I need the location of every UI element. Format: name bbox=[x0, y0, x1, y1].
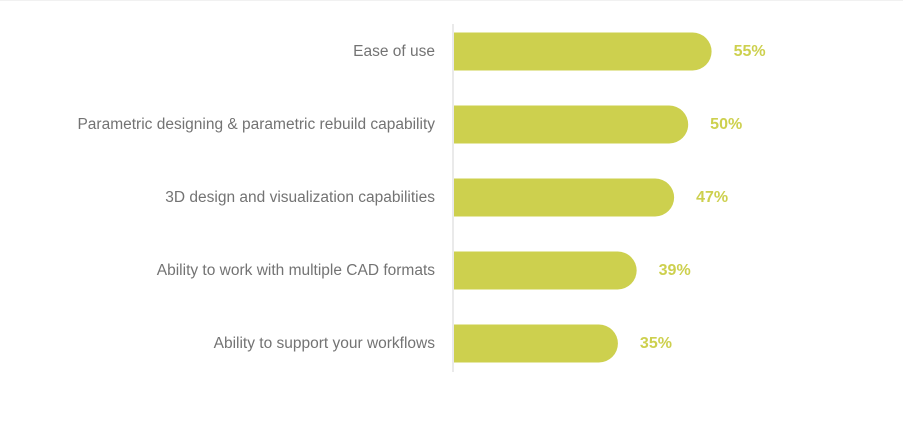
bar-2 bbox=[454, 105, 689, 144]
category-label: Ability to work with multiple CAD format… bbox=[157, 262, 435, 279]
top-divider bbox=[0, 0, 903, 1]
value-label: 39% bbox=[659, 262, 691, 279]
bar-5 bbox=[454, 324, 618, 363]
bar-4 bbox=[454, 251, 637, 290]
category-label: Ability to support your workflows bbox=[214, 335, 436, 352]
chart-layer: Ease of use 55% Parametric designing & par… bbox=[77, 24, 766, 372]
value-label: 47% bbox=[696, 189, 728, 206]
category-label: Ease of use bbox=[353, 43, 435, 60]
category-label: 3D design and visualization capabilities bbox=[165, 189, 435, 206]
category-label: Parametric designing & parametric rebuil… bbox=[77, 116, 435, 133]
value-label: 55% bbox=[734, 43, 766, 60]
bar-3 bbox=[454, 178, 675, 217]
value-label: 50% bbox=[710, 116, 742, 133]
bar-1 bbox=[454, 32, 712, 71]
value-label: 35% bbox=[640, 335, 672, 352]
